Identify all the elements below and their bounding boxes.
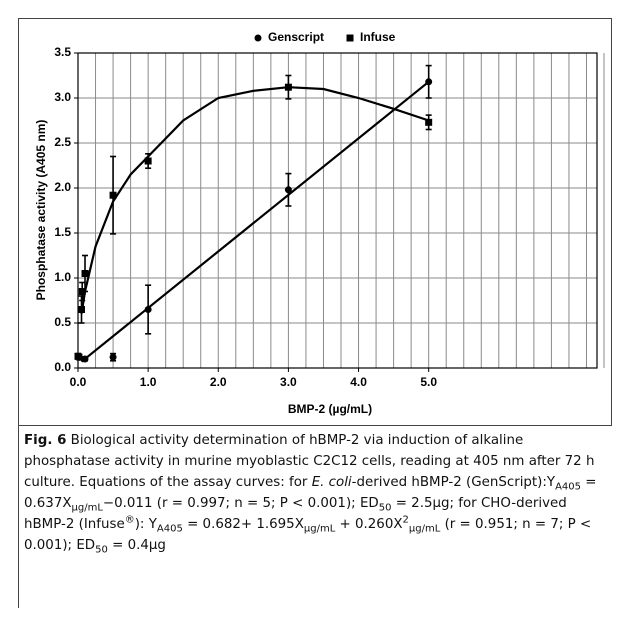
caption-segment: μg/mL [408, 523, 441, 535]
caption-segment: μg/mL [71, 502, 103, 514]
legend-item: Genscript [254, 30, 324, 44]
point [284, 186, 292, 194]
caption-segment: = 0.637X [24, 475, 597, 511]
caption-segment: Biological activity determination of hBM… [24, 433, 595, 490]
y-tick-label: 3.0 [54, 90, 71, 104]
y-tick-label: 3.5 [54, 45, 71, 59]
legend-label: Infuse [360, 30, 396, 44]
point [109, 353, 117, 361]
x-tick-label: 2.0 [210, 375, 227, 389]
y-tick-label: 0.0 [54, 360, 71, 374]
caption-segment: = 2.5μg; for CHO-derived hBMP-2 (Infuse [24, 496, 567, 532]
caption-segment: μg/mL [303, 523, 336, 535]
x-tick-label: 1.0 [140, 375, 157, 389]
y-tick-label: 1.5 [54, 225, 71, 239]
caption-segment: E. coli [311, 475, 352, 490]
y-tick-label: 1.0 [54, 270, 71, 284]
point [425, 78, 433, 86]
x-tick-label: 0.0 [70, 375, 87, 389]
y-tick-label: 2.0 [54, 180, 71, 194]
legend-item: Infuse [346, 30, 396, 44]
legend-marker [346, 34, 354, 42]
point [74, 352, 82, 360]
x-tick-label: 3.0 [280, 375, 297, 389]
x-tick-label: 4.0 [350, 375, 367, 389]
caption-segment: −0.011 (r = 0.997; n = 5; P < 0.001); ED [102, 496, 379, 511]
caption-segment: A405 [156, 523, 183, 535]
caption-segment: 50 [95, 544, 108, 556]
y-axis-title: Phosphatase activity (A405 nm) [34, 120, 48, 301]
caption-segment: ® [124, 514, 135, 526]
caption-segment: (r = 0.951; n = 7; P < 0.001); ED [24, 517, 592, 553]
caption-segment: Fig. 6 [24, 433, 67, 448]
trend-line [80, 80, 430, 363]
caption: Fig. 6 Biological activity determination… [24, 430, 609, 556]
y-tick-label: 0.5 [54, 315, 71, 329]
point [144, 157, 152, 165]
caption-segment: = 0.682+ 1.695X [182, 517, 304, 532]
caption-segment: A405 [555, 481, 582, 493]
x-tick-label: 5.0 [420, 375, 437, 389]
caption-segment: 50 [378, 502, 392, 514]
plot-frame [77, 52, 598, 369]
caption-segment: = 0.4μg [107, 538, 166, 553]
point [425, 118, 433, 126]
legend-label: Genscript [268, 30, 324, 44]
caption-segment: 2 [402, 514, 409, 526]
legend-marker [254, 34, 262, 42]
point [144, 306, 152, 313]
caption-segment: -derived hBMP-2 (GenScript):Y [351, 475, 556, 490]
point [81, 270, 89, 277]
caption-segment: + 0.260X [335, 517, 403, 532]
point [78, 306, 86, 313]
x-axis-title: BMP-2 (µg/mL) [288, 402, 372, 416]
caption-segment: ): Y [134, 517, 157, 532]
y-tick-label: 2.5 [54, 135, 71, 149]
point [284, 83, 292, 91]
point [81, 355, 89, 363]
figure-frame [18, 18, 612, 426]
point [109, 191, 117, 199]
trend-line [80, 86, 430, 315]
